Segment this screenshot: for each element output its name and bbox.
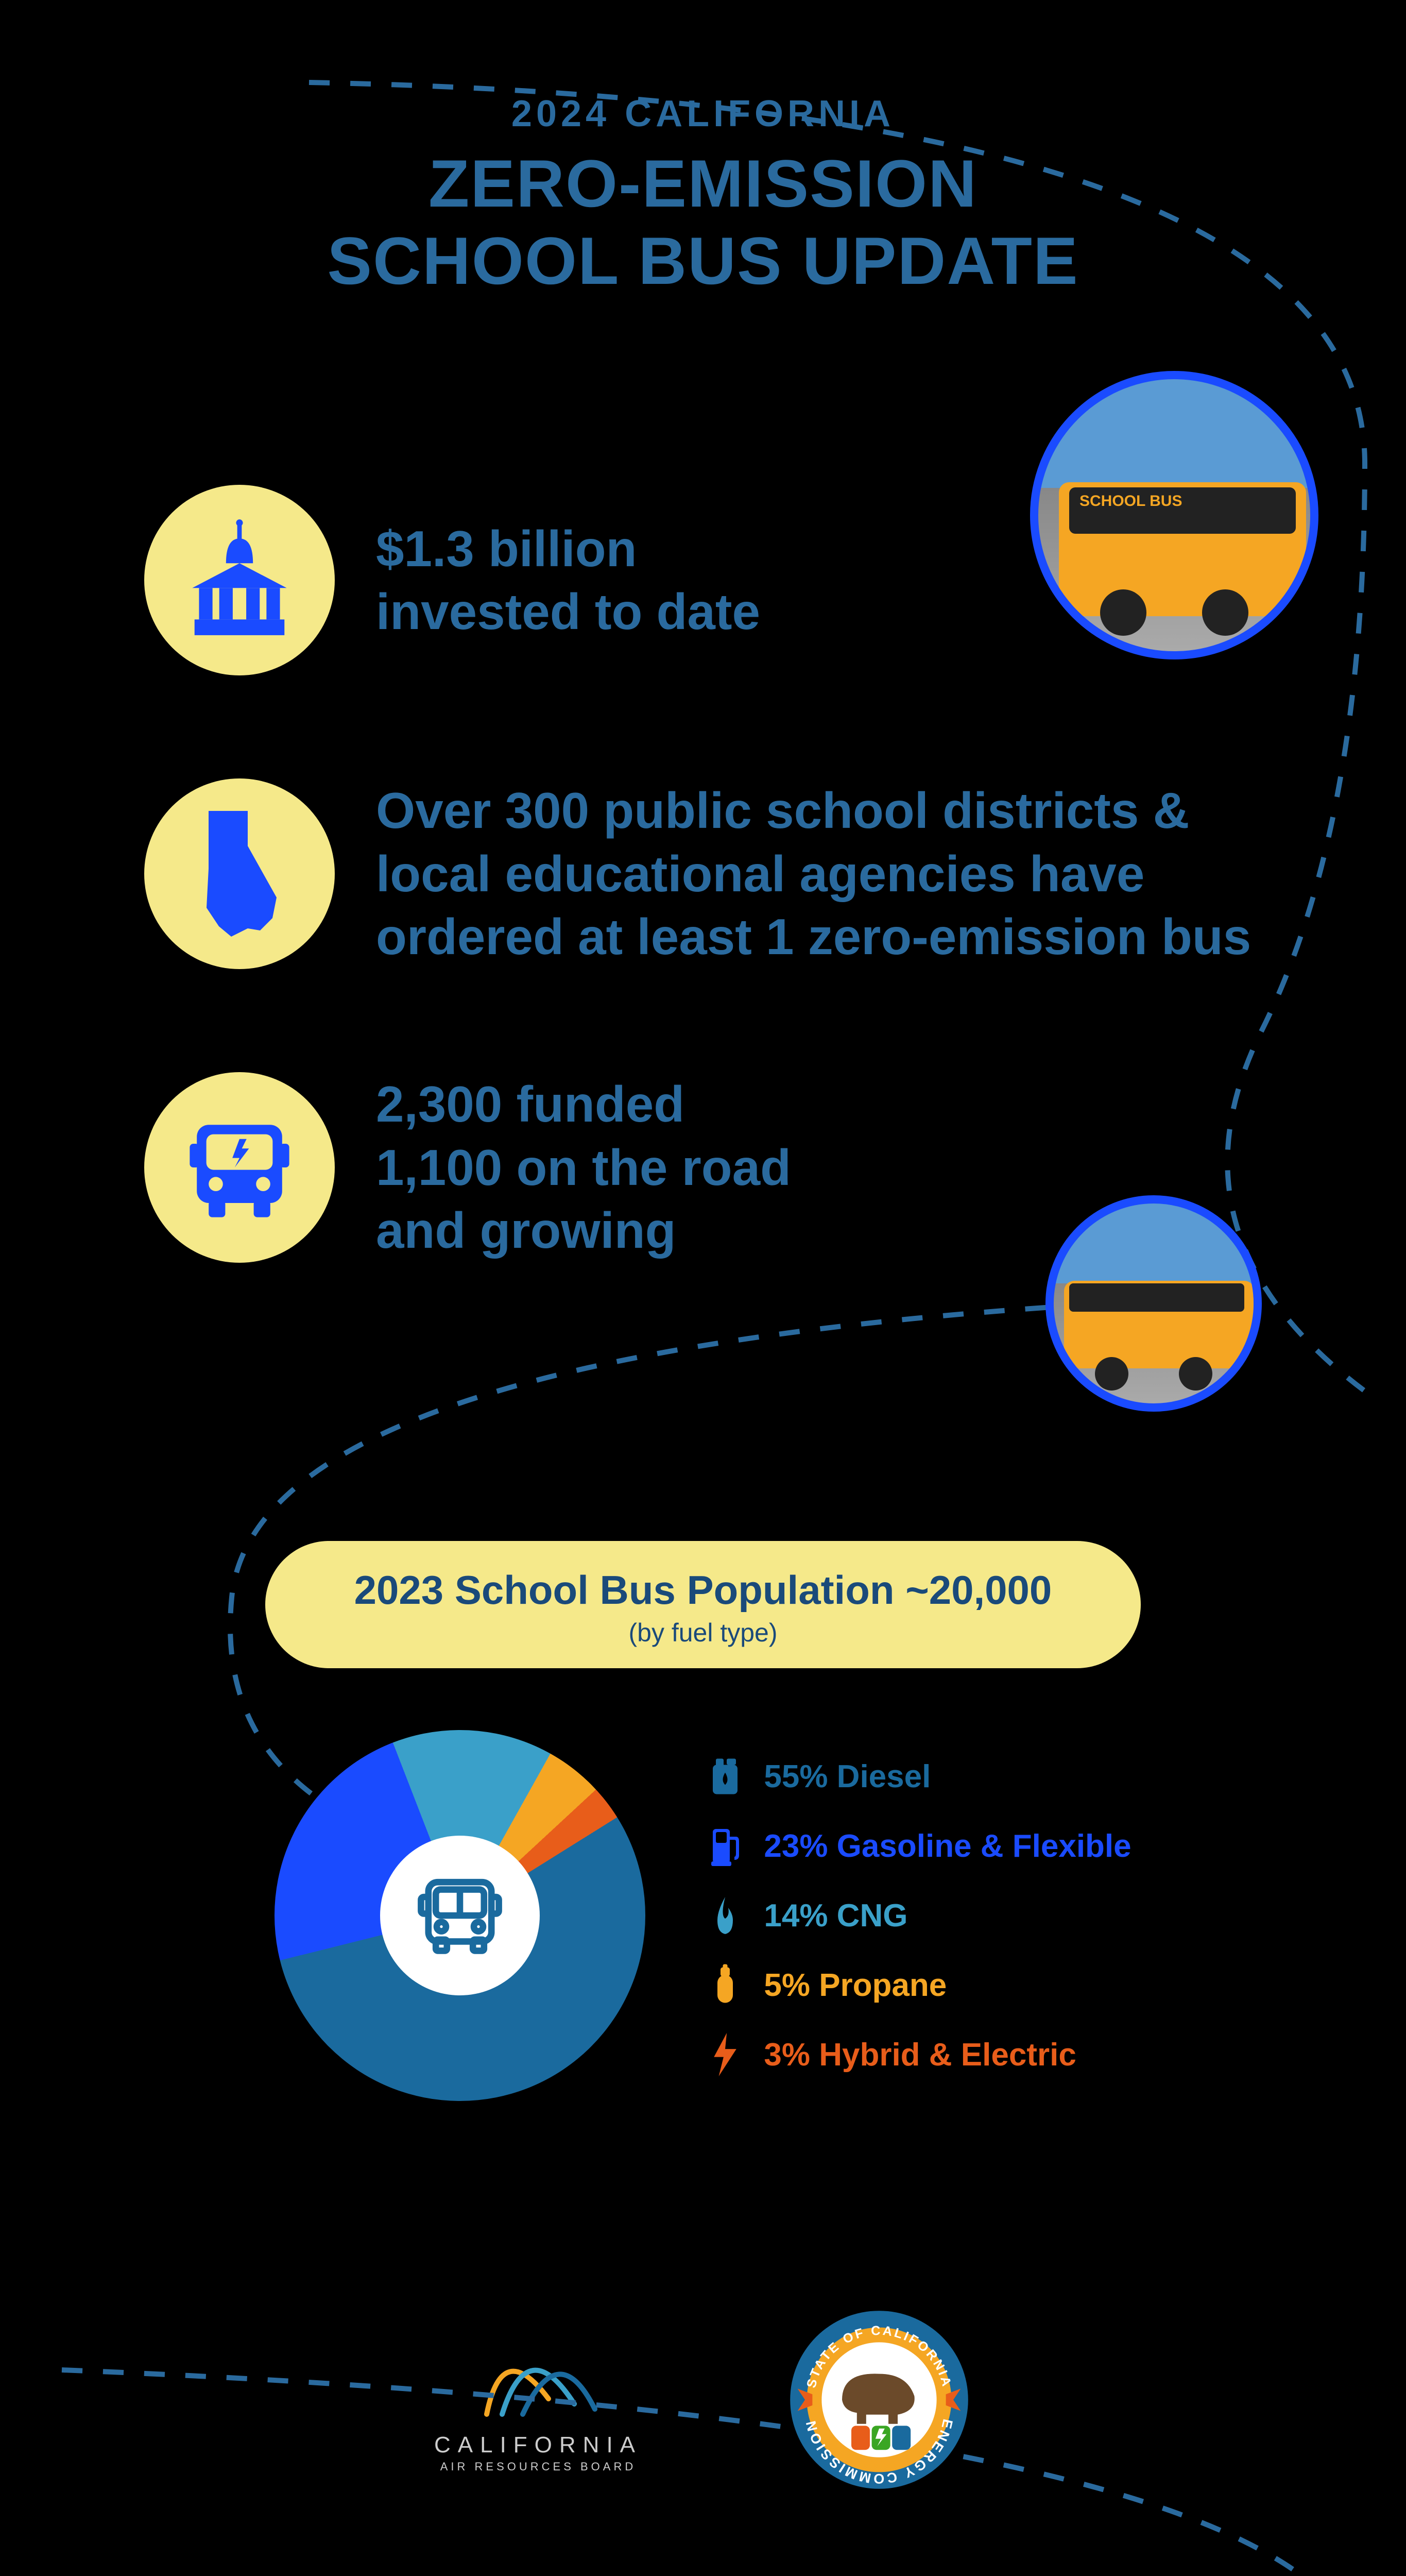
bus-front-icon <box>144 1072 335 1263</box>
logos-row: CALIFORNIA AIR RESOURCES BOARD STATE OF … <box>0 2307 1406 2493</box>
legend-row-propane: 5% Propane <box>707 1964 1131 2006</box>
carb-logo: CALIFORNIA AIR RESOURCES BOARD <box>434 2327 642 2473</box>
bus-front-outline-icon <box>414 1869 506 1962</box>
legend-row-hybrid-electric: 3% Hybrid & Electric <box>707 2034 1131 2075</box>
stat-text-districts: Over 300 public school districts & local… <box>376 779 1251 969</box>
legend-label: 3% Hybrid & Electric <box>764 2037 1076 2073</box>
gas-pump-icon <box>707 1825 743 1867</box>
title-line-1: ZERO-EMISSION <box>428 146 978 221</box>
stat-row-districts: Over 300 public school districts & local… <box>0 778 1406 969</box>
header-pretitle: 2024 CALIFORNIA <box>0 93 1406 135</box>
header-title: ZERO-EMISSION SCHOOL BUS UPDATE <box>0 145 1406 299</box>
title-line-2: SCHOOL BUS UPDATE <box>327 223 1078 298</box>
legend-label: 55% Diesel <box>764 1758 931 1795</box>
population-pill: 2023 School Bus Population ~20,000 (by f… <box>265 1541 1141 1668</box>
stat-funded-line1: 2,300 funded <box>376 1076 684 1132</box>
capitol-icon <box>144 485 335 675</box>
legend-label: 14% CNG <box>764 1897 907 1934</box>
school-bus-photo-small <box>1045 1195 1262 1412</box>
bolt-icon <box>707 2034 743 2075</box>
stat-text-funded: 2,300 funded 1,100 on the road and growi… <box>376 1073 791 1262</box>
carb-name-line1: CALIFORNIA <box>434 2432 642 2458</box>
population-title: 2023 School Bus Population ~20,000 <box>306 1567 1100 1614</box>
cec-seal: STATE OF CALIFORNIA ENERGY COMMISSION <box>786 2307 972 2493</box>
stat-funded-line2: 1,100 on the road <box>376 1139 791 1196</box>
stat-investment-line1: $1.3 billion <box>376 520 637 577</box>
legend-label: 5% Propane <box>764 1967 947 2004</box>
stat-text-investment: $1.3 billion invested to date <box>376 517 760 643</box>
california-icon <box>144 778 335 969</box>
legend-row-gasoline-flexible: 23% Gasoline & Flexible <box>707 1825 1131 1867</box>
stat-investment-line2: invested to date <box>376 583 760 640</box>
school-bus-photo-large: SCHOOL BUS <box>1030 371 1318 659</box>
stat-funded-line3: and growing <box>376 1202 676 1259</box>
donut-chart <box>275 1730 645 2101</box>
legend-label: 23% Gasoline & Flexible <box>764 1828 1131 1865</box>
jerrycan-icon <box>707 1756 743 1797</box>
legend-row-diesel: 55% Diesel <box>707 1756 1131 1797</box>
carb-arcs-icon <box>471 2327 605 2419</box>
flame-icon <box>707 1895 743 1936</box>
donut-center <box>380 1836 540 1995</box>
legend-row-cng: 14% CNG <box>707 1895 1131 1936</box>
propane-tank-icon <box>707 1964 743 2006</box>
fuel-chart-section: 55% Diesel 23% Gasoline & Flexible 14% CNG… <box>0 1730 1406 2101</box>
fuel-legend: 55% Diesel 23% Gasoline & Flexible 14% CNG… <box>707 1756 1131 2075</box>
header: 2024 CALIFORNIA ZERO-EMISSION SCHOOL BUS… <box>0 0 1406 299</box>
population-subtitle: (by fuel type) <box>306 1618 1100 1648</box>
carb-name-line2: AIR RESOURCES BOARD <box>434 2460 642 2473</box>
